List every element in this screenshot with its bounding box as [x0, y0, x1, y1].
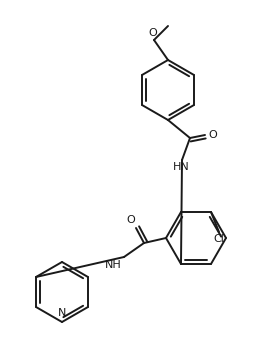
- Text: Cl: Cl: [214, 234, 224, 244]
- Text: O: O: [208, 130, 217, 140]
- Text: O: O: [149, 28, 157, 38]
- Text: NH: NH: [105, 260, 122, 270]
- Text: HN: HN: [173, 162, 189, 172]
- Text: N: N: [58, 308, 66, 318]
- Text: O: O: [126, 215, 135, 225]
